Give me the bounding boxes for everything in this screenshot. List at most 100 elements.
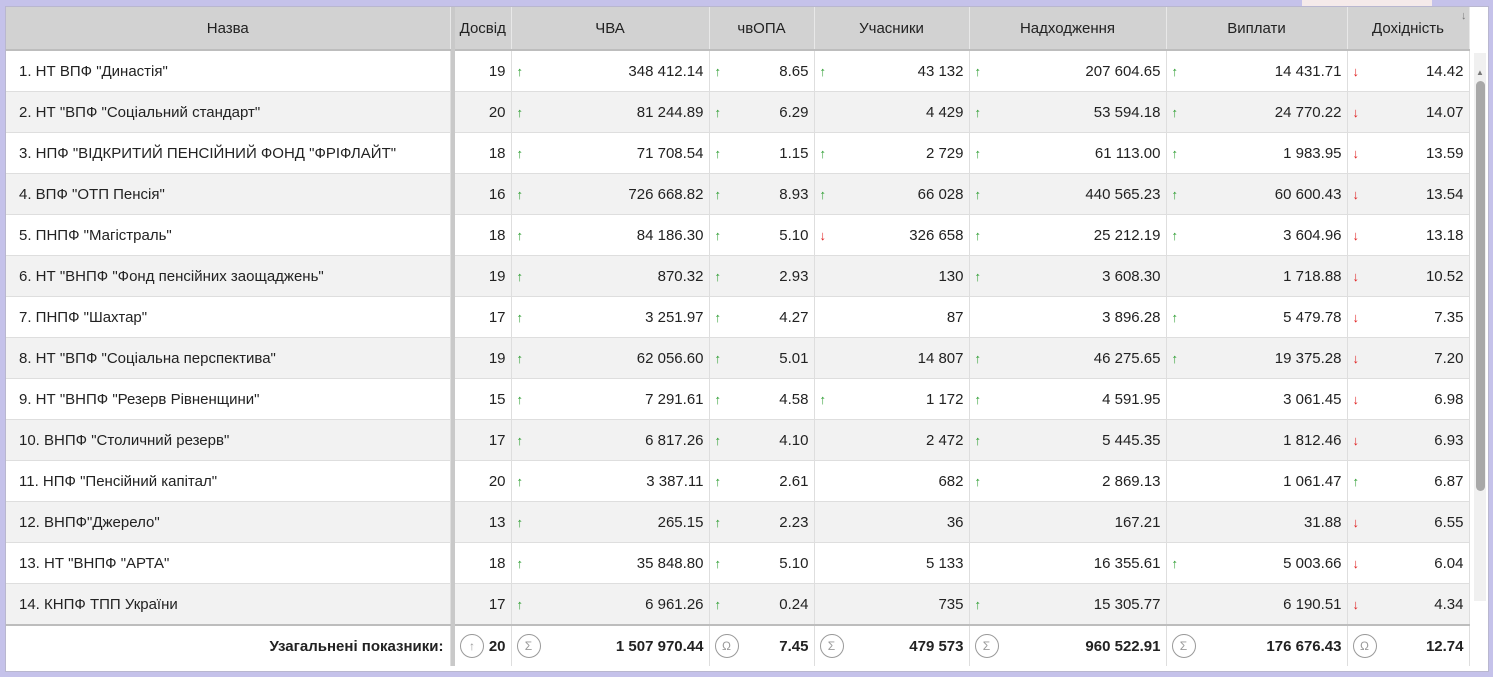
return-cell: ↓ 6.93 [1347, 419, 1470, 461]
fund-name-cell[interactable]: 12. ВНПФ"Джерело" [6, 501, 451, 543]
participants-value: 130 [938, 267, 964, 285]
up-arrow-icon: ↑ [714, 432, 722, 448]
up-arrow-icon: ↑ [516, 309, 524, 325]
table-row[interactable]: 11. НПФ "Пенсійний капітал" 20 ↑ 3 387.11 ↑ 2… [6, 460, 1470, 502]
fund-name-cell[interactable]: 5. ПНПФ "Магістраль" [6, 214, 451, 256]
nav-cell: ↑ 870.32 [511, 255, 710, 297]
participants-value: 4 429 [925, 103, 964, 121]
down-arrow-icon: ↓ [1352, 63, 1360, 79]
down-arrow-icon: ↓ [819, 227, 827, 243]
unit-value-cell: ↑ 5.10 [709, 214, 815, 256]
table-row[interactable]: 1. НТ ВПФ "Династія" 19 ↑ 348 412.14 ↑ 8.65 ↑ 4… [6, 50, 1470, 92]
fund-name-cell[interactable]: 11. НПФ "Пенсійний капітал" [6, 460, 451, 502]
col-header-experience[interactable]: Досвід [455, 7, 512, 51]
col-header-name[interactable]: Назва [6, 7, 451, 51]
payments-value: 1 983.95 [1283, 144, 1342, 162]
col-header-unit-value[interactable]: чвОПА [709, 7, 815, 51]
payments-cell: ↑ 3 604.96 [1166, 214, 1348, 256]
return-value: 6.93 [1434, 431, 1464, 449]
table-row[interactable]: 8. НТ "ВПФ "Соціальна перспектива" 19 ↑ 62 … [6, 337, 1470, 379]
receipts-cell: 167.21 [969, 501, 1167, 543]
unit-value-cell: ↑ 0.24 [709, 583, 815, 626]
payments-value: 1 061.47 [1283, 472, 1342, 490]
col-header-return[interactable]: Дохідність ↓ [1347, 7, 1470, 51]
scroll-up-icon[interactable]: ▲ [1476, 68, 1484, 77]
table-row[interactable]: 14. КНПФ ТПП України 17 ↑ 6 961.26 ↑ 0.24 735 ↑… [6, 583, 1470, 626]
column-splitter [450, 50, 455, 92]
up-arrow-icon: ↑ [714, 186, 722, 202]
return-value: 14.07 [1425, 103, 1464, 121]
col-header-participants[interactable]: Учасники [814, 7, 970, 51]
summary-payments: Σ 176 676.43 [1166, 624, 1348, 666]
up-arrow-icon: ↑ [516, 104, 524, 120]
up-arrow-icon: ↑ [516, 63, 524, 79]
participants-cell: ↑ 1 172 [814, 378, 970, 420]
table-row[interactable]: 2. НТ "ВПФ "Соціальний стандарт" 20 ↑ 81 24… [6, 91, 1470, 133]
column-splitter[interactable] [450, 7, 455, 50]
col-header-payments[interactable]: Виплати [1166, 7, 1348, 51]
sum-agg-icon[interactable]: Σ [1171, 634, 1196, 658]
fund-name-cell[interactable]: 13. НТ "ВНПФ "АРТА" [6, 542, 451, 584]
max-agg-icon[interactable]: ↑ [460, 634, 484, 658]
up-arrow-icon: ↑ [714, 350, 722, 366]
summary-experience-value: 20 [488, 637, 506, 655]
nav-value: 6 817.26 [645, 431, 704, 449]
fund-name-cell[interactable]: 4. ВПФ "ОТП Пенсія" [6, 173, 451, 215]
nav-value: 870.32 [657, 267, 704, 285]
receipts-value: 15 305.77 [1093, 595, 1161, 613]
fund-name-cell[interactable]: 10. ВНПФ "Столичний резерв" [6, 419, 451, 461]
avg-agg-icon[interactable]: Ω [714, 634, 739, 658]
fund-name-cell[interactable]: 6. НТ "ВНПФ "Фонд пенсійних заощаджень" [6, 255, 451, 297]
receipts-cell: ↑ 4 591.95 [969, 378, 1167, 420]
table-row[interactable]: 4. ВПФ "ОТП Пенсія" 16 ↑ 726 668.82 ↑ 8.93 ↑ 66… [6, 173, 1470, 215]
fund-name-cell[interactable]: 8. НТ "ВПФ "Соціальна перспектива" [6, 337, 451, 379]
summary-receipts-value: 960 522.91 [1085, 637, 1161, 655]
participants-cell: 2 472 [814, 419, 970, 461]
table-row[interactable]: 7. ПНПФ "Шахтар" 17 ↑ 3 251.97 ↑ 4.27 87 3 896.… [6, 296, 1470, 338]
avg-agg-icon[interactable]: Ω [1352, 634, 1377, 658]
fund-name-cell[interactable]: 2. НТ "ВПФ "Соціальний стандарт" [6, 91, 451, 133]
unit-value-value: 2.93 [779, 267, 809, 285]
fund-name-cell[interactable]: 7. ПНПФ "Шахтар" [6, 296, 451, 338]
fund-name-cell[interactable]: 14. КНПФ ТПП України [6, 583, 451, 626]
up-arrow-icon: ↑ [1171, 555, 1179, 571]
receipts-cell: ↑ 5 445.35 [969, 419, 1167, 461]
nav-value: 35 848.80 [636, 554, 704, 572]
table-row[interactable]: 6. НТ "ВНПФ "Фонд пенсійних заощаджень" 1… [6, 255, 1470, 297]
scrollbar-thumb[interactable] [1476, 81, 1485, 491]
down-arrow-icon: ↓ [1352, 309, 1360, 325]
sum-agg-icon[interactable]: Σ [819, 634, 844, 658]
participants-value: 735 [938, 595, 964, 613]
table-row[interactable]: 3. НПФ "ВІДКРИТИЙ ПЕНСІЙНИЙ ФОНД "ФРІФЛА… [6, 132, 1470, 174]
fund-name-cell[interactable]: 1. НТ ВПФ "Династія" [6, 50, 451, 92]
fund-name-cell[interactable]: 9. НТ "ВНПФ "Резерв Рівненщини" [6, 378, 451, 420]
column-splitter [450, 625, 455, 666]
receipts-cell: 16 355.61 [969, 542, 1167, 584]
down-arrow-icon: ↓ [1352, 432, 1360, 448]
nav-cell: ↑ 71 708.54 [511, 132, 710, 174]
receipts-cell: ↑ 207 604.65 [969, 50, 1167, 92]
table-row[interactable]: 13. НТ "ВНПФ "АРТА" 18 ↑ 35 848.80 ↑ 5.10 5 13… [6, 542, 1470, 584]
up-arrow-icon: ↑ [1171, 350, 1179, 366]
unit-value-value: 5.10 [779, 554, 809, 572]
table-row[interactable]: 5. ПНПФ "Магістраль" 18 ↑ 84 186.30 ↑ 5.10 ↓ 32… [6, 214, 1470, 256]
sum-agg-icon[interactable]: Σ [516, 634, 541, 658]
fund-name-cell[interactable]: 3. НПФ "ВІДКРИТИЙ ПЕНСІЙНИЙ ФОНД "ФРІФЛА… [6, 132, 451, 174]
nav-cell: ↑ 348 412.14 [511, 50, 710, 92]
table-row[interactable]: 12. ВНПФ"Джерело" 13 ↑ 265.15 ↑ 2.23 36 167.21 3… [6, 501, 1470, 543]
sort-desc-icon[interactable]: ↓ [1461, 10, 1467, 22]
up-arrow-icon: ↑ [819, 391, 827, 407]
column-splitter [450, 296, 455, 338]
sum-agg-icon[interactable]: Σ [974, 634, 999, 658]
col-header-receipts[interactable]: Надходження [969, 7, 1167, 51]
unit-value-cell: ↑ 2.93 [709, 255, 815, 297]
vertical-scrollbar[interactable]: ▲ [1474, 53, 1486, 601]
nav-value: 71 708.54 [636, 144, 704, 162]
unit-value-cell: ↑ 4.27 [709, 296, 815, 338]
column-splitter [450, 255, 455, 297]
col-header-nav[interactable]: ЧВА [511, 7, 710, 51]
down-arrow-icon: ↓ [1352, 227, 1360, 243]
return-value: 13.18 [1425, 226, 1464, 244]
table-row[interactable]: 10. ВНПФ "Столичний резерв" 17 ↑ 6 817.26 ↑ 4… [6, 419, 1470, 461]
table-row[interactable]: 9. НТ "ВНПФ "Резерв Рівненщини" 15 ↑ 7 291.… [6, 378, 1470, 420]
